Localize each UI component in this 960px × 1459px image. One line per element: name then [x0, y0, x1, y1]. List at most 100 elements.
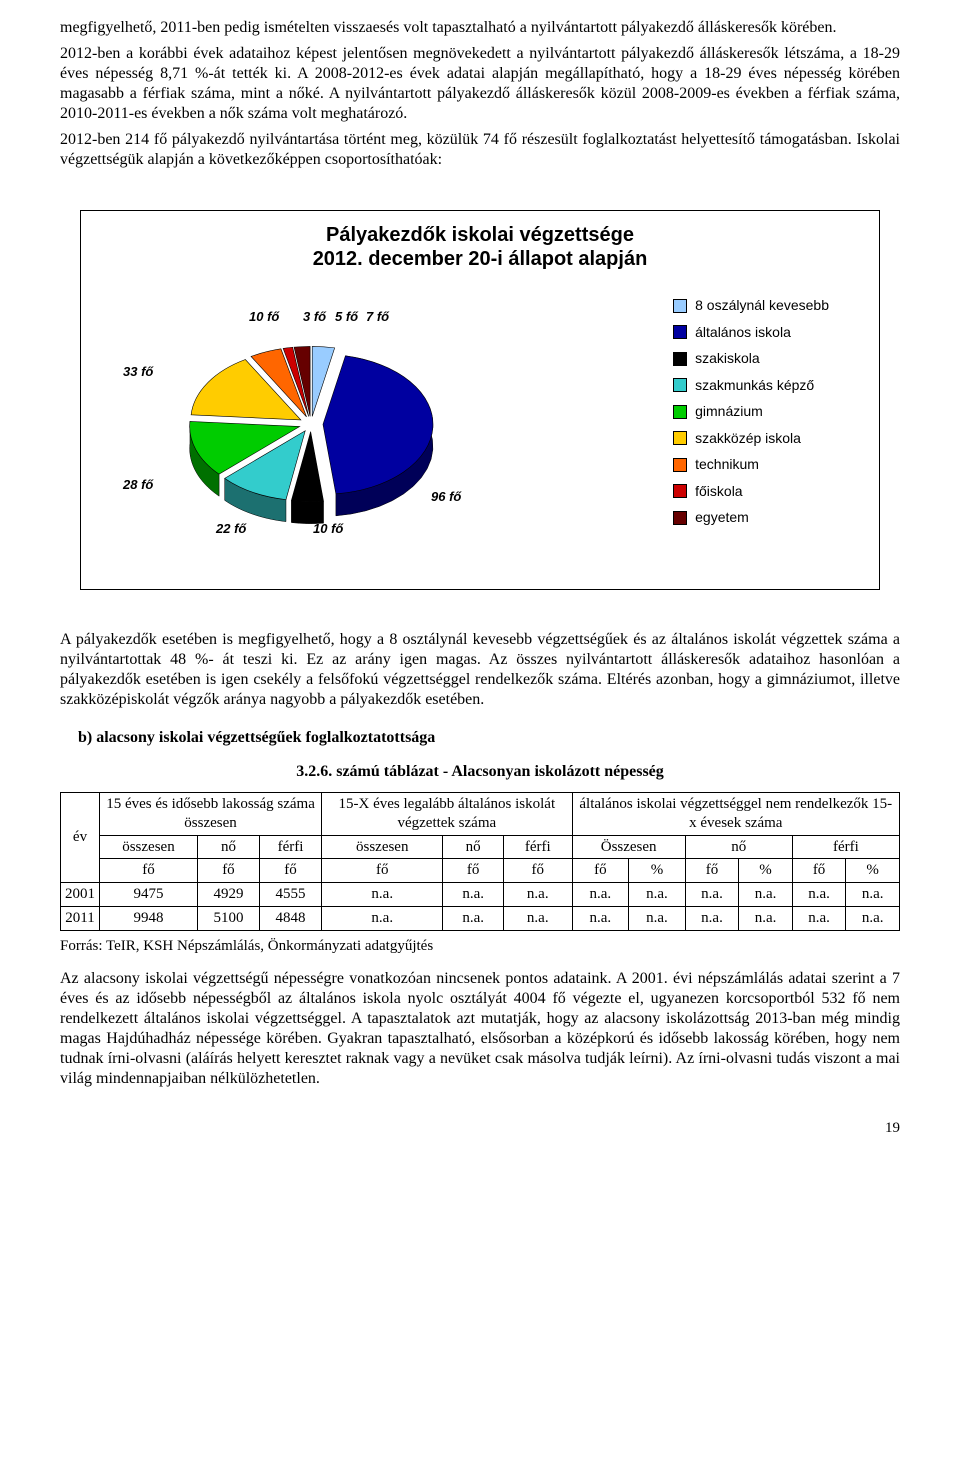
th-sub1: férfi [503, 835, 572, 859]
th-g2: 15-X éves legalább általános iskolát vég… [322, 793, 573, 836]
table-cell: 4848 [259, 906, 321, 930]
th-sub1: nő [685, 835, 792, 859]
table-cell: n.a. [443, 906, 504, 930]
legend-label: szakmunkás képző [695, 377, 814, 395]
chart-area: 7 fő 96 fő 10 fő 22 fő 28 fő 33 fő 10 fő 3 fő 5 … [101, 289, 859, 559]
th-sub2: fő [322, 859, 443, 883]
legend-label: szakközép iskola [695, 430, 801, 448]
pie-data-label: 3 fő [303, 309, 326, 325]
pie-data-label: 10 fő [249, 309, 279, 325]
paragraph-1: megfigyelhető, 2011-ben pedig ismételten… [60, 18, 900, 38]
legend-item: szakmunkás képző [673, 377, 829, 395]
paragraph-4: A pályakezdők esetében is megfigyelhető,… [60, 630, 900, 710]
legend-label: általános iskola [695, 324, 791, 342]
th-sub2: fő [792, 859, 846, 883]
th-sub2: % [629, 859, 686, 883]
pie-data-label: 10 fő [313, 521, 343, 537]
th-sub1: összesen [100, 835, 198, 859]
legend-item: általános iskola [673, 324, 829, 342]
paragraph-2: 2012-ben a korábbi évek adataihoz képest… [60, 44, 900, 124]
table-head-row-1: év 15 éves és idősebb lakosság száma öss… [61, 793, 900, 836]
table-cell: 9475 [100, 883, 198, 907]
legend-label: 8 oszálynál kevesebb [695, 297, 829, 315]
legend-swatch [673, 325, 687, 339]
th-sub2: fő [572, 859, 629, 883]
legend-swatch [673, 431, 687, 445]
section-b-heading: b) alacsony iskolai végzettségűek foglal… [60, 728, 900, 748]
table-cell: n.a. [739, 906, 793, 930]
table-cell: n.a. [572, 906, 629, 930]
th-sub1: férfi [259, 835, 321, 859]
legend-swatch [673, 405, 687, 419]
table-source: Forrás: TeIR, KSH Népszámlálás, Önkormán… [60, 937, 900, 956]
th-sub1: Összesen [572, 835, 685, 859]
legend-swatch [673, 352, 687, 366]
legend-item: gimnázium [673, 403, 829, 421]
table-cell: n.a. [792, 883, 846, 907]
pie-data-label: 22 fő [216, 521, 246, 537]
th-sub1: nő [443, 835, 504, 859]
table-cell: n.a. [443, 883, 504, 907]
th-sub1: férfi [792, 835, 899, 859]
table-cell: n.a. [792, 906, 846, 930]
table-caption: 3.2.6. számú táblázat - Alacsonyan iskol… [60, 762, 900, 782]
th-sub2: fő [100, 859, 198, 883]
th-sub2: % [739, 859, 793, 883]
pie-data-label: 28 fő [123, 477, 153, 493]
table-cell: n.a. [846, 883, 900, 907]
legend-item: szakiskola [673, 350, 829, 368]
chart-container: Pályakezdők iskolai végzettsége 2012. de… [80, 210, 880, 590]
table-cell: 2001 [61, 883, 100, 907]
table-row: 2011994851004848n.a.n.a.n.a.n.a.n.a.n.a.… [61, 906, 900, 930]
table-cell: n.a. [739, 883, 793, 907]
table-cell: 2011 [61, 906, 100, 930]
legend-swatch [673, 484, 687, 498]
page-number: 19 [60, 1119, 900, 1138]
legend-item: egyetem [673, 509, 829, 527]
legend-label: főiskola [695, 483, 742, 501]
table-row: 2001947549294555n.a.n.a.n.a.n.a.n.a.n.a.… [61, 883, 900, 907]
table-cell: 4929 [197, 883, 259, 907]
th-sub2: fő [259, 859, 321, 883]
pie-data-label: 5 fő [335, 309, 358, 325]
table-cell: n.a. [685, 883, 739, 907]
table-cell: n.a. [322, 883, 443, 907]
th-sub2: fő [443, 859, 504, 883]
table-cell: n.a. [503, 883, 572, 907]
chart-title: Pályakezdők iskolai végzettsége 2012. de… [101, 223, 859, 271]
th-sub2: fő [685, 859, 739, 883]
pie-chart: 7 fő96 fő10 fő22 fő28 fő33 fő10 fő3 fő5 … [141, 299, 481, 549]
table-cell: n.a. [846, 906, 900, 930]
th-sub2: fő [503, 859, 572, 883]
legend-label: technikum [695, 456, 759, 474]
table-cell: n.a. [629, 906, 686, 930]
table-cell: 4555 [259, 883, 321, 907]
legend-label: gimnázium [695, 403, 763, 421]
legend-item: szakközép iskola [673, 430, 829, 448]
pie-data-label: 33 fő [123, 364, 153, 380]
legend-swatch [673, 511, 687, 525]
legend-swatch [673, 458, 687, 472]
table-head-row-2: összesennőférfiösszesennőférfiÖsszesennő… [61, 835, 900, 859]
legend-item: főiskola [673, 483, 829, 501]
table-cell: n.a. [685, 906, 739, 930]
table-cell: 5100 [197, 906, 259, 930]
chart-legend: 8 oszálynál kevesebb általános iskola szak… [673, 297, 829, 536]
th-sub2: fő [197, 859, 259, 883]
paragraph-5: Az alacsony iskolai végzettségű népesség… [60, 969, 900, 1089]
legend-swatch [673, 299, 687, 313]
pie-data-label: 7 fő [366, 309, 389, 325]
pie-data-label: 96 fő [431, 489, 461, 505]
th-sub2: % [846, 859, 900, 883]
legend-swatch [673, 378, 687, 392]
chart-title-line1: Pályakezdők iskolai végzettsége [326, 224, 634, 246]
table-cell: n.a. [322, 906, 443, 930]
paragraph-3: 2012-ben 214 fő pályakezdő nyilvántartás… [60, 130, 900, 170]
legend-label: egyetem [695, 509, 749, 527]
th-sub1: nő [197, 835, 259, 859]
table-head-row-3: főfőfőfőfőfőfő%fő%fő% [61, 859, 900, 883]
table-body: 2001947549294555n.a.n.a.n.a.n.a.n.a.n.a.… [61, 883, 900, 931]
th-sub1: összesen [322, 835, 443, 859]
th-g1: 15 éves és idősebb lakosság száma összes… [100, 793, 322, 836]
table-cell: n.a. [503, 906, 572, 930]
